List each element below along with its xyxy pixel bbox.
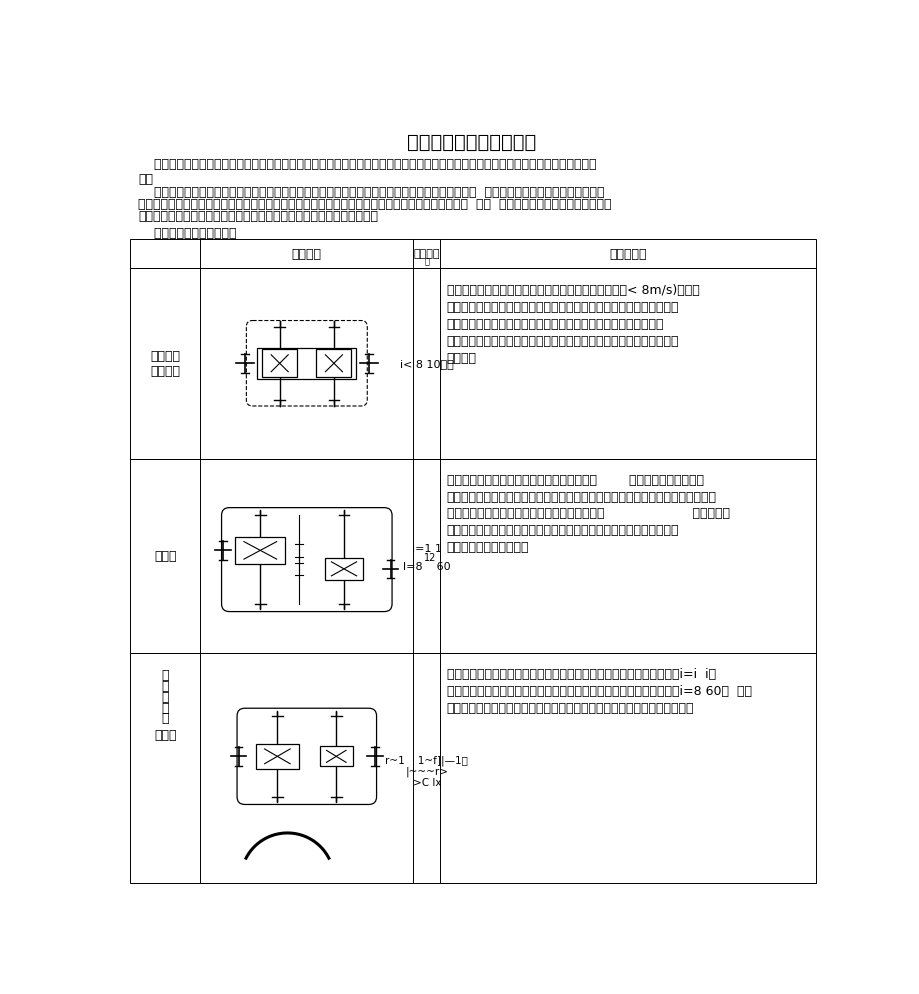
- Text: 减速器的种类很多，按照传动类型可分为齿轮减速器、蜗杆减速器和行星减速器以及它们互相组合  起来的减速器；按照传动的级数可分: 减速器的种类很多，按照传动类型可分为齿轮减速器、蜗杆减速器和行星减速器以及它们互…: [138, 186, 604, 199]
- Text: 轮: 轮: [162, 679, 169, 692]
- Text: 器: 器: [162, 712, 169, 725]
- Text: >C lx: >C lx: [413, 777, 441, 787]
- Text: 12: 12: [424, 553, 436, 563]
- Text: 般采用滚动轴承，重载或特别高速时采用滑动轴承。其他型式的减速器: 般采用滚动轴承，重载或特别高速时采用滑动轴承。其他型式的减速器: [447, 335, 678, 348]
- Text: 轻的转动；斜齿轮用于速度较高的传动，人字齿轮用于载荷较重的传动: 轻的转动；斜齿轮用于速度较高的传动，人字齿轮用于载荷较重的传动: [447, 301, 678, 314]
- Text: r~1    1~f]|—1）: r~1 1~f]|—1）: [385, 755, 468, 765]
- Bar: [235, 538, 285, 565]
- Bar: [130, 459, 815, 653]
- Text: 常用减速器的型式和应用: 常用减速器的型式和应用: [138, 227, 236, 240]
- Text: 展开式: 展开式: [154, 550, 176, 563]
- Text: 减: 减: [162, 690, 169, 703]
- Text: 减速器是原动机和工作机之间的独立的闭式传动装置，用来降低转速和增大转矩，以满足工作需要，在某些场合也用来增速，称为增速
器。: 减速器是原动机和工作机之间的独立的闭式传动装置，用来降低转速和增大转矩，以满足工…: [138, 158, 596, 186]
- Text: 弯矩作用下产生的弯曲变形可部分地互相抵消，                      以减缓沿齿: 弯矩作用下产生的弯曲变形可部分地互相抵消， 以减缓沿齿: [447, 507, 729, 520]
- Bar: [255, 745, 299, 769]
- Bar: [130, 653, 815, 883]
- Text: 为单级和多级减速器；按照齿轮形状可分为圆柱齿轮减速器、圆锥齿轮减速器和圆锥一圆柱齿轮减速  器；  按照传动的布置形式又可分为展开: 为单级和多级减速器；按照齿轮形状可分为圆柱齿轮减速器、圆锥齿轮减速器和圆锥一圆柱…: [138, 198, 611, 211]
- Text: 与此类同: 与此类同: [447, 352, 476, 365]
- Bar: [262, 350, 297, 378]
- Text: i< 8 10中，: i< 8 10中，: [400, 359, 453, 369]
- Text: 推荐传动: 推荐传动: [414, 248, 439, 258]
- Text: 结构复杂，但由于齿轮相对于轴承对称布置，与展开式相比载荷沿齿宽i=i  i。: 结构复杂，但由于齿轮相对于轴承对称布置，与展开式相比载荷沿齿宽i=i i。: [447, 667, 715, 680]
- Text: 单级圆柱: 单级圆柱: [150, 350, 180, 363]
- Text: 转齿可做成直齿、斜齿和人字齿。直齿用于速度较低（< 8m/s)载荷较: 转齿可做成直齿、斜齿和人字齿。直齿用于速度较低（< 8m/s)载荷较: [447, 284, 698, 297]
- Text: i=1 1: i=1 1: [412, 544, 441, 554]
- Text: 分布均匀，轴承受载较均匀。中间轴危险截面上的转矩只相当于轴所传i=8 60逆  矩的: 分布均匀，轴承受载较均匀。中间轴危险截面上的转矩只相当于轴所传i=8 60逆 矩…: [447, 684, 751, 697]
- Text: 齿: 齿: [162, 669, 169, 682]
- Text: |~~~r>: |~~~r>: [405, 766, 448, 776]
- Text: 速: 速: [162, 701, 169, 714]
- Text: 结构简单、但齿轮相对于轴承的位置不对称，        因此要求轴有较大的刚: 结构简单、但齿轮相对于轴承的位置不对称， 因此要求轴有较大的刚: [447, 473, 703, 486]
- Bar: [316, 350, 351, 378]
- Bar: [130, 268, 815, 459]
- Text: 分流式: 分流式: [154, 729, 176, 742]
- Text: 斜齿，低速级可做成直齿: 斜齿，低速级可做成直齿: [447, 541, 528, 554]
- Bar: [324, 559, 363, 580]
- Bar: [130, 240, 815, 268]
- Bar: [257, 349, 356, 380]
- Text: 宽载荷分布不均匀的现象。用于载荷比较平稳的场合。高速级一般做成: 宽载荷分布不均匀的现象。用于载荷比较平稳的场合。高速级一般做成: [447, 524, 678, 537]
- Text: 。: 。: [424, 257, 429, 266]
- Text: 齿轮减速: 齿轮减速: [150, 365, 180, 378]
- Text: 度速级齿轮布置在远离转矩输入端，这样，轴在转矩作用下产生的扭转变形和轴在: 度速级齿轮布置在远离转矩输入端，这样，轴在转矩作用下产生的扭转变形和轴在: [447, 490, 716, 503]
- Text: 运动简图: 运动简图: [291, 248, 322, 260]
- Text: 特点及应用: 特点及应用: [609, 248, 646, 260]
- Bar: [320, 746, 352, 766]
- Text: 箱体通常用铸铁做成，单件或小批生产有时采用焊接结构。轴承一: 箱体通常用铸铁做成，单件或小批生产有时采用焊接结构。轴承一: [447, 318, 664, 331]
- Text: l=8    60: l=8 60: [403, 562, 450, 572]
- Text: 常用减速器的型式和应用: 常用减速器的型式和应用: [406, 133, 536, 152]
- Text: 式、分流式和同轴式减速器。常用的减速器型式及其特点和应用见下表。: 式、分流式和同轴式减速器。常用的减速器型式及其特点和应用见下表。: [138, 210, 378, 223]
- Text: 一半。适用于变载荷的场合。高速级一般用斜齿，低速级可用直齿或人字齿: 一半。适用于变载荷的场合。高速级一般用斜齿，低速级可用直齿或人字齿: [447, 701, 694, 714]
